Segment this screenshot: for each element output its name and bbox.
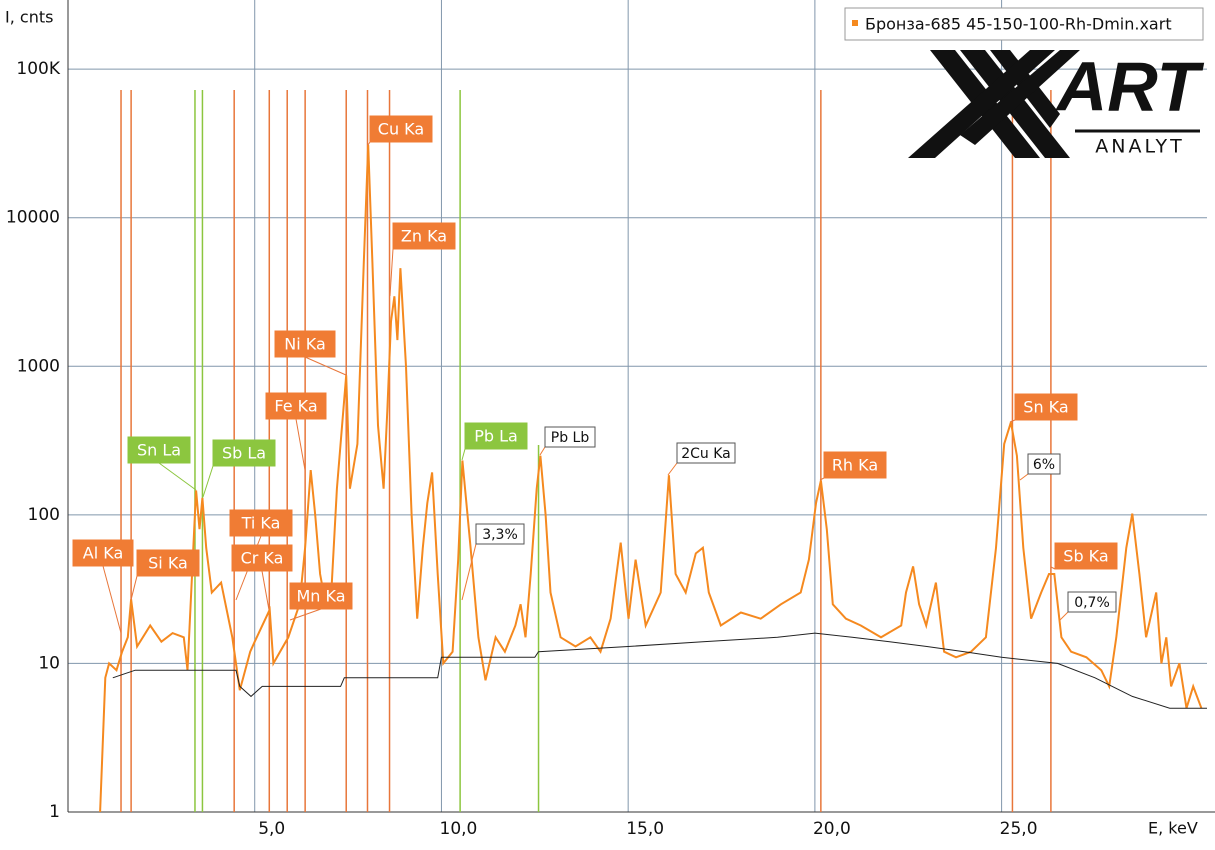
annotation-label: Sn La: [137, 441, 181, 460]
logo-tagline: ANALYT: [1095, 136, 1184, 158]
annotation-label: Cu Ka: [378, 120, 424, 139]
annotation-box: [1014, 393, 1078, 421]
x-axis-label: E, keV: [1148, 819, 1198, 838]
annotation-box: [136, 549, 200, 577]
annotation-label: Ti Ka: [241, 514, 281, 533]
annotation-box: [369, 115, 433, 143]
annotation-box: [72, 539, 134, 567]
annotation-label: Cr Ka: [241, 549, 284, 568]
annotation-box: [544, 426, 596, 448]
annotation-leader: [261, 570, 270, 611]
annotation-label: Rh Ka: [832, 456, 878, 475]
logo: ART ANALYT: [908, 47, 1205, 158]
annotation-label: 6%: [1033, 457, 1055, 473]
annotation-label: Si Ka: [148, 554, 188, 573]
annotation-label: Pb Lb: [551, 430, 590, 446]
annotation-leader: [1019, 473, 1029, 481]
spectrum-line: [99, 144, 1203, 813]
annotation-leader: [667, 462, 678, 476]
x-tick-label: 10,0: [440, 819, 478, 839]
annotation-leader: [539, 446, 546, 456]
y-tick-label: 1000: [17, 356, 60, 376]
logo-name: ART: [1055, 47, 1205, 125]
logo-stripe: [960, 50, 1080, 145]
annotation-leader: [1050, 566, 1056, 570]
annotation-box: [475, 523, 525, 545]
annotation-leader: [461, 543, 477, 601]
annotation-box: [229, 509, 293, 537]
annotation-label: Sb La: [222, 444, 266, 463]
legend-marker: [852, 20, 858, 26]
logo-stripe: [908, 50, 1055, 158]
annotation-leader: [819, 477, 825, 481]
annotation-box: [127, 436, 191, 464]
annotation-leader: [102, 565, 122, 634]
y-tick-label: 10000: [6, 208, 60, 228]
x-tick-label: 25,0: [1000, 819, 1038, 839]
annotation-leader: [295, 418, 306, 471]
annotation-label: Sb Ka: [1063, 547, 1108, 566]
annotation-box: [1027, 453, 1061, 475]
y-tick-label: 100: [28, 505, 60, 525]
annotation-leader: [158, 462, 197, 491]
annotation-leader: [1059, 611, 1069, 621]
annotation-label: Ni Ka: [284, 335, 326, 354]
annotation-leader: [289, 608, 322, 621]
y-tick-label: 1: [49, 802, 60, 822]
x-tick-label: 15,0: [626, 819, 664, 839]
annotation-leader: [202, 465, 214, 498]
annotation-label: Al Ka: [83, 544, 124, 563]
annotation-box: [464, 422, 528, 450]
annotation-box: [1067, 591, 1117, 613]
y-tick-label: 100K: [16, 59, 60, 79]
x-tick-label: 5,0: [258, 819, 285, 839]
annotation-label: Fe Ka: [274, 397, 317, 416]
annotation-box: [1054, 542, 1118, 570]
annotation-box: [289, 582, 353, 610]
x-tick-label: 20,0: [813, 819, 851, 839]
y-axis-label: I, cnts: [5, 8, 53, 27]
annotation-label: 2Cu Ka: [681, 446, 731, 462]
annotation-leader: [389, 248, 394, 297]
annotation-box: [274, 330, 336, 358]
background-line: [112, 632, 1207, 709]
annotation-box: [392, 222, 456, 250]
annotation-leader: [130, 575, 138, 601]
annotation-label: Mn Ka: [296, 587, 345, 606]
legend-box: [844, 7, 1204, 41]
annotation-box: [823, 451, 887, 479]
annotation-box: [676, 442, 736, 464]
annotation-label: 0,7%: [1074, 595, 1110, 611]
annotation-box: [265, 392, 327, 420]
y-tick-label: 10: [38, 653, 60, 673]
annotation-label: 3,3%: [482, 527, 518, 543]
annotation-leader: [1009, 419, 1016, 423]
annotation-box: [231, 544, 293, 572]
annotation-label: Pb La: [474, 427, 518, 446]
annotation-leader: [304, 356, 347, 376]
annotation-box: [212, 439, 276, 467]
annotation-leader: [461, 448, 466, 461]
legend-label: Бронза-685 45-150-100-Rh-Dmin.xart: [865, 15, 1172, 34]
annotation-label: Zn Ka: [401, 227, 447, 246]
annotation-label: Sn Ka: [1023, 398, 1068, 417]
